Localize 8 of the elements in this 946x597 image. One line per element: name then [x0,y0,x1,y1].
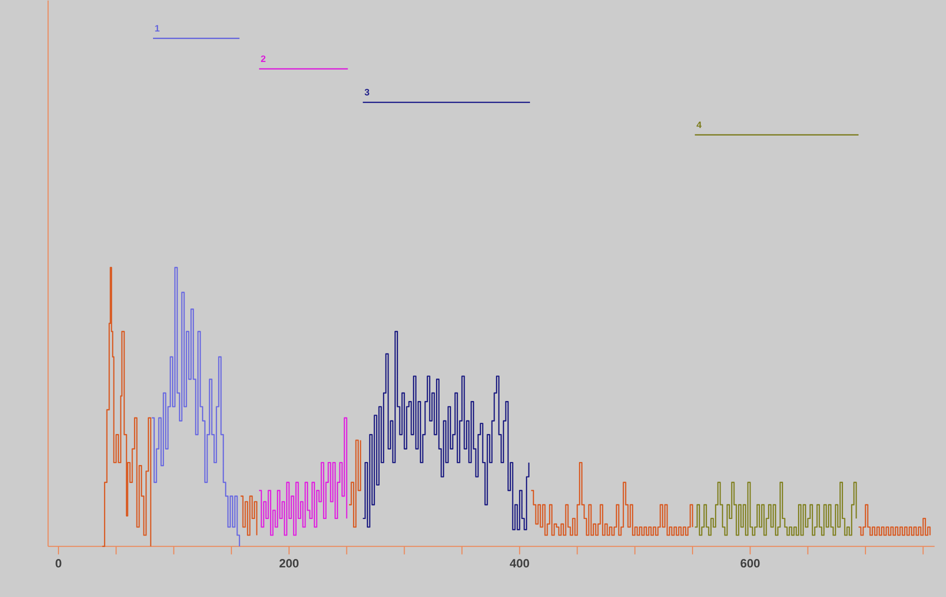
series-label: 4 [696,122,702,128]
x-tick-label: 600 [740,558,760,568]
series-label: 1 [155,24,160,32]
x-tick-label: 400 [510,558,530,568]
series-label: 3 [364,88,370,96]
x-tick-label: 0 [56,558,62,568]
series-label: 2 [260,55,266,62]
x-tick-label: 200 [279,558,299,568]
